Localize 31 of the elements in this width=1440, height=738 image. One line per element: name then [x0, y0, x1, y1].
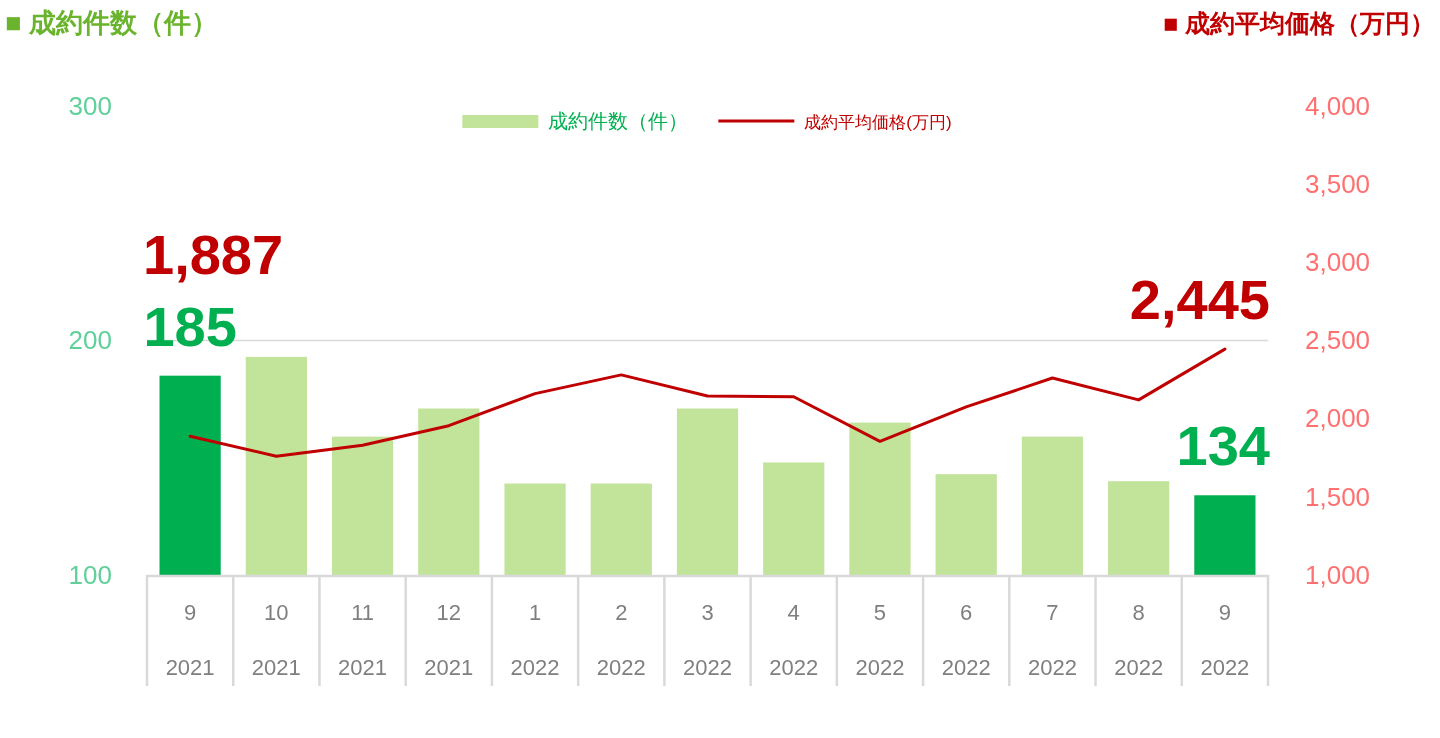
category-label: 3 2022	[683, 600, 732, 680]
category-label: 7 2022	[1027, 600, 1077, 680]
category-label: 5 2022	[855, 600, 905, 680]
category-label: 2 2022	[596, 600, 646, 680]
y2-axis-title: ■ 成約平均価格（万円）	[1162, 9, 1435, 37]
y2-tick-label: 1,000	[1305, 559, 1371, 590]
data-label: 2,445	[1129, 268, 1270, 332]
y-axis-title: ■ 成約件数（件）	[5, 8, 218, 38]
category-label: 9 2022	[1200, 600, 1250, 680]
category-label: 1 2022	[510, 600, 560, 680]
category-label: 9 2021	[165, 600, 215, 680]
data-label: 1,887	[143, 222, 284, 286]
y2-tick-label: 1,500	[1305, 481, 1371, 512]
legend-label: 成約件数（件）	[548, 110, 689, 132]
category-label: 12 2021	[424, 600, 474, 680]
category-label: 4 2022	[769, 600, 819, 680]
y2-tick-label: 3,000	[1305, 247, 1371, 278]
y2-tick-label: 4,000	[1305, 90, 1371, 121]
category-label: 11 2021	[338, 600, 388, 680]
y-tick-label: 300	[68, 90, 112, 121]
y2-tick-label: 2,000	[1305, 403, 1371, 434]
legend-label: 成約平均価格(万円)	[804, 113, 952, 132]
category-label: 10 2021	[251, 600, 301, 680]
category-label: 8 2022	[1114, 600, 1164, 680]
y-tick-label: 100	[68, 559, 112, 590]
category-label: 6 2022	[941, 600, 991, 680]
y2-tick-label: 2,500	[1305, 325, 1371, 356]
data-label: 185	[143, 294, 237, 358]
y-tick-label: 200	[68, 325, 112, 356]
data-label: 134	[1176, 414, 1270, 478]
y2-tick-label: 3,500	[1305, 168, 1371, 199]
